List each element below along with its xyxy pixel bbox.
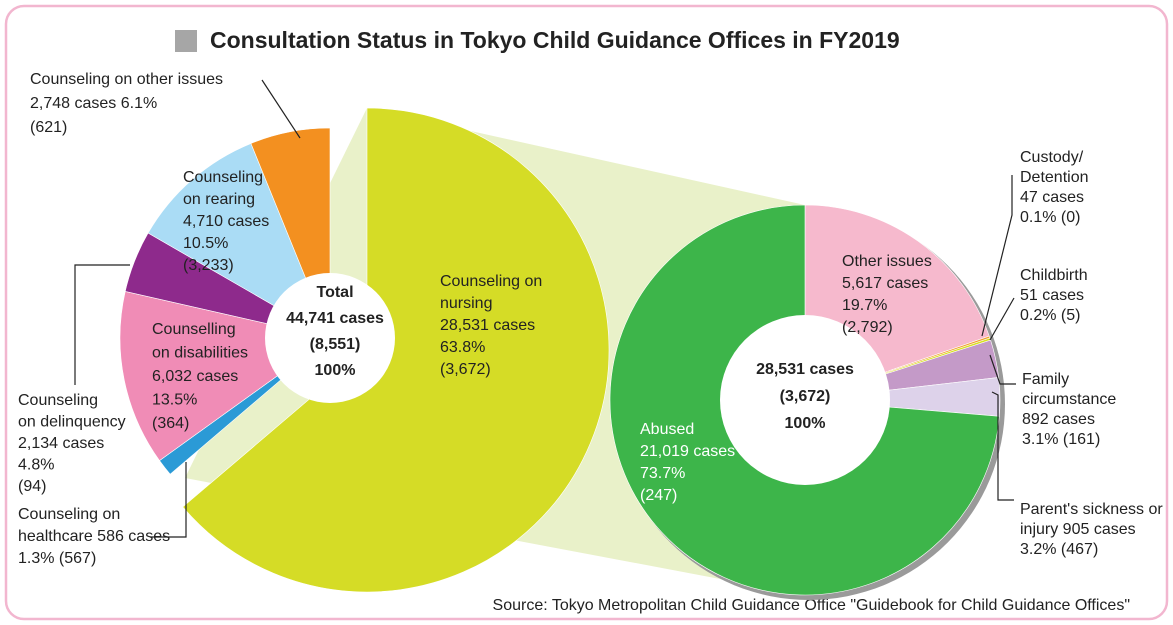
- slice-label: 10.5%: [183, 235, 228, 252]
- slice-label: 3.2% (467): [1020, 541, 1098, 558]
- slice-label: 4.8%: [18, 457, 54, 474]
- center-label: Total: [316, 284, 353, 301]
- slice-label: 5,617 cases: [842, 275, 928, 292]
- leader-line: [150, 462, 187, 538]
- slice-label: (364): [152, 415, 189, 432]
- source: Source: Tokyo Metropolitan Child Guidanc…: [493, 597, 1130, 614]
- slice-label: Family: [1022, 371, 1069, 388]
- slice-label: 63.8%: [440, 339, 485, 356]
- slice-label: Counseling: [18, 392, 98, 409]
- labels: Total 44,741 cases (8,551) 100% Counseling o…: [18, 71, 1163, 567]
- leader-line: [989, 297, 1015, 341]
- slice-label: (247): [640, 487, 677, 504]
- center-label: 28,531 cases: [756, 361, 854, 378]
- slice-label: 28,531 cases: [440, 317, 535, 334]
- slice-label: 0.2% (5): [1020, 307, 1080, 324]
- slice-label: circumstance: [1022, 391, 1116, 408]
- slice-label: (3,233): [183, 257, 234, 274]
- slice-label: Abused: [640, 421, 694, 438]
- donut-hole: [720, 315, 890, 485]
- slice-label: 21,019 cases: [640, 443, 735, 460]
- chart-title: Consultation Status in Tokyo Child Guida…: [210, 27, 900, 53]
- slice: [147, 143, 331, 339]
- slice-label: 0.1% (0): [1020, 209, 1080, 226]
- slice-label: (3,672): [440, 361, 491, 378]
- slice-label: Counseling on: [18, 506, 120, 523]
- slice-label: Childbirth: [1020, 267, 1088, 284]
- slice-label: Counseling on other issues: [30, 71, 223, 88]
- slice-label: 892 cases: [1022, 411, 1095, 428]
- slice-label: Detention: [1020, 169, 1089, 186]
- marks: [119, 107, 1001, 596]
- slice-label: 47 cases: [1020, 189, 1084, 206]
- center-label: 100%: [315, 362, 356, 379]
- leader-line: [991, 391, 1014, 501]
- slice-label: Counseling on: [440, 273, 542, 290]
- slice-label: 4,710 cases: [183, 213, 269, 230]
- slice-label: Counseling: [183, 169, 263, 186]
- slice-label: 73.7%: [640, 465, 685, 482]
- slice-label: 1.3% (567): [18, 550, 96, 567]
- slice-label: Counselling: [152, 321, 236, 338]
- leader-line: [981, 175, 1013, 337]
- leader-line: [261, 79, 301, 139]
- center-label: 44,741 cases: [286, 310, 384, 327]
- leader-line: [989, 354, 1016, 385]
- slice-label: (94): [18, 478, 46, 495]
- center-label: 100%: [785, 415, 826, 432]
- slice-label: (2,792): [842, 319, 893, 336]
- slice-label: 6,032 cases: [152, 368, 238, 385]
- slice: [182, 107, 610, 593]
- slice-label: Parent's sickness or: [1020, 501, 1163, 518]
- center-label: (8,551): [310, 336, 361, 353]
- slice-label: on disabilities: [152, 345, 248, 362]
- leader-line: [74, 264, 130, 385]
- slice-label: 13.5%: [152, 392, 197, 409]
- donut-hole: [265, 273, 395, 403]
- slice-label: nursing: [440, 295, 492, 312]
- slice-label: healthcare 586 cases: [18, 528, 170, 545]
- center-label: (3,672): [780, 388, 831, 405]
- slice-label: (621): [30, 119, 67, 136]
- slice-label: 19.7%: [842, 297, 887, 314]
- slice-label: injury 905 cases: [1020, 521, 1136, 538]
- title-marker: [175, 30, 197, 52]
- slice-label: on rearing: [183, 191, 255, 208]
- slice-label: 2,134 cases: [18, 435, 104, 452]
- slice-label: Custody/: [1020, 149, 1084, 166]
- slice-label: 3.1% (161): [1022, 431, 1100, 448]
- slice-label: 2,748 cases 6.1%: [30, 95, 157, 112]
- slice-label: Other issues: [842, 253, 932, 270]
- slice-label: 51 cases: [1020, 287, 1084, 304]
- slice-label: on delinquency: [18, 414, 126, 431]
